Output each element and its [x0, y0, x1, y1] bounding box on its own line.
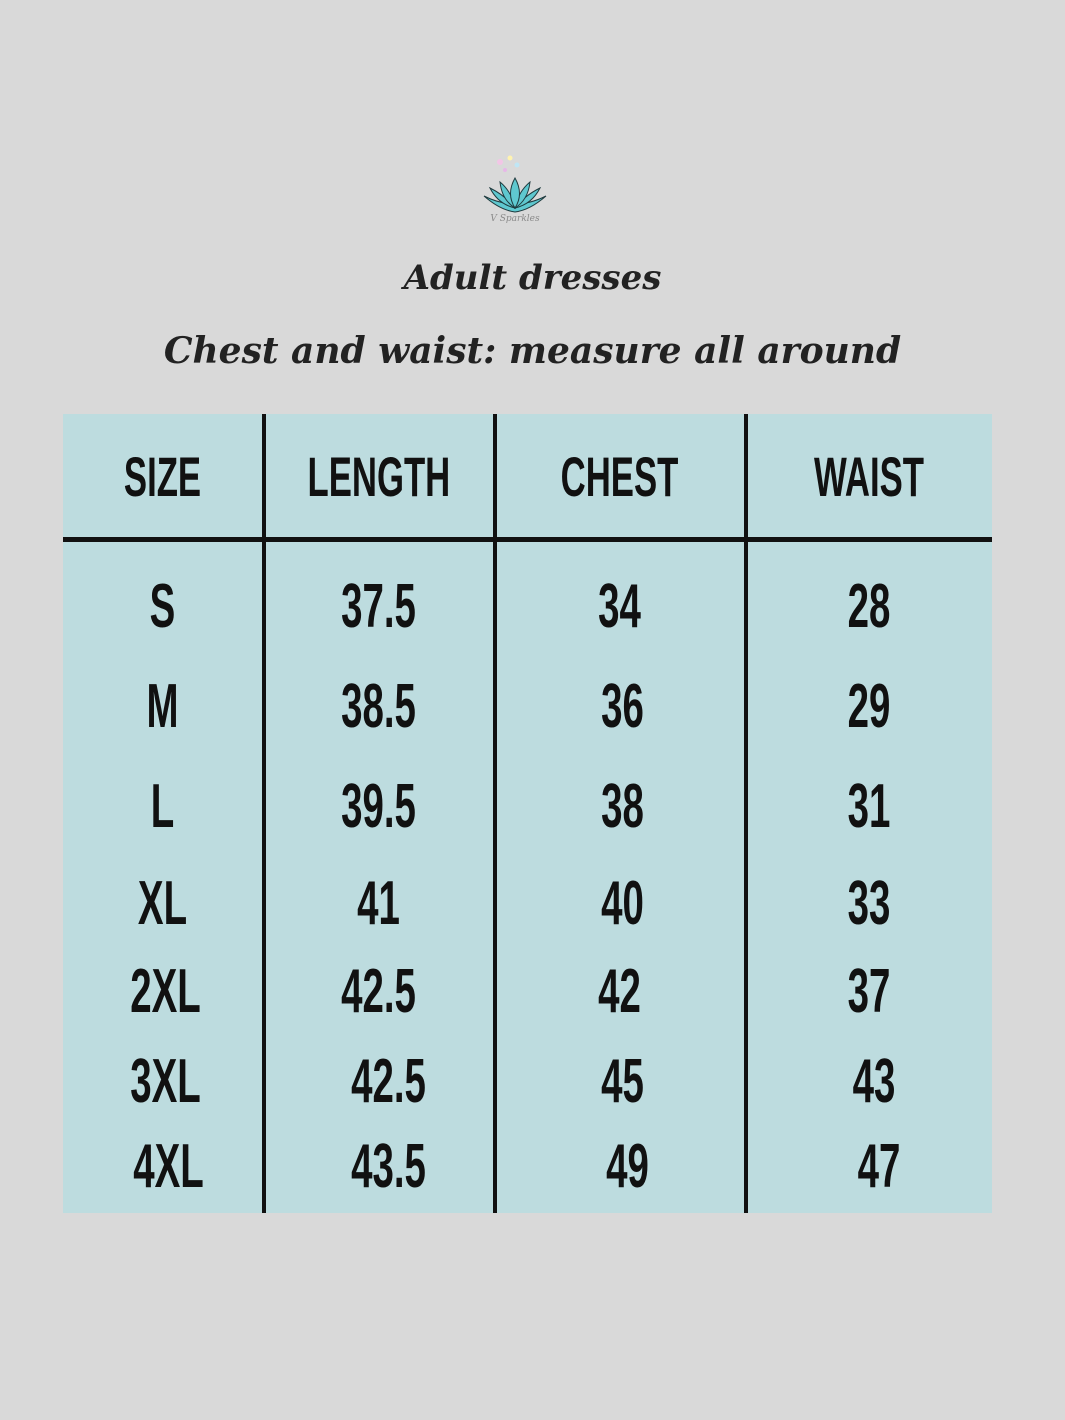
table-cell-chest: 38 — [601, 772, 644, 841]
lotus-logo-icon — [483, 155, 547, 213]
table-cell-size: 4XL — [133, 1132, 204, 1201]
table-cell-waist: 31 — [847, 772, 891, 841]
table-cell-chest: 40 — [601, 869, 644, 938]
table-cell-chest: 45 — [601, 1047, 644, 1116]
table-cell-length: 39.5 — [341, 772, 416, 841]
size-table: SIZE LENGTH CHEST WAIST S 37.5 34 28 M 38.5 36 29 L 3… — [63, 414, 992, 1213]
column-divider — [262, 414, 266, 1213]
table-cell-length: 43.5 — [351, 1132, 426, 1201]
table-cell-chest: 36 — [601, 672, 644, 741]
page-title: Adult dresses — [403, 258, 662, 298]
table-cell-waist: 47 — [857, 1132, 901, 1201]
column-header-waist: WAIST — [814, 445, 924, 508]
column-header-chest: CHEST — [560, 445, 679, 508]
table-cell-size: S — [149, 572, 176, 641]
table-cell-length: 41 — [357, 869, 400, 938]
table-cell-size: L — [150, 772, 175, 841]
column-header-size: SIZE — [123, 445, 202, 508]
column-divider — [744, 414, 748, 1213]
table-cell-length: 42.5 — [341, 957, 416, 1026]
table-cell-length: 42.5 — [351, 1047, 426, 1116]
table-cell-length: 37.5 — [341, 572, 416, 641]
table-cell-waist: 43 — [852, 1047, 896, 1116]
table-cell-size: M — [146, 672, 179, 741]
table-cell-chest: 34 — [598, 572, 641, 641]
logo-text: V Sparkles — [490, 214, 540, 224]
table-cell-chest: 42 — [598, 957, 641, 1026]
table-cell-size: 2XL — [130, 957, 201, 1026]
column-header-length: LENGTH — [307, 445, 451, 508]
table-cell-chest: 49 — [606, 1132, 649, 1201]
table-cell-waist: 28 — [847, 572, 891, 641]
page-subtitle: Chest and waist: measure all around — [163, 330, 902, 372]
table-cell-waist: 37 — [847, 957, 891, 1026]
table-cell-size: 3XL — [130, 1047, 201, 1116]
header-divider — [63, 537, 992, 542]
column-divider — [493, 414, 497, 1213]
table-cell-waist: 29 — [847, 672, 891, 741]
table-cell-size: XL — [137, 869, 188, 938]
table-cell-waist: 33 — [847, 869, 891, 938]
table-cell-length: 38.5 — [341, 672, 416, 741]
